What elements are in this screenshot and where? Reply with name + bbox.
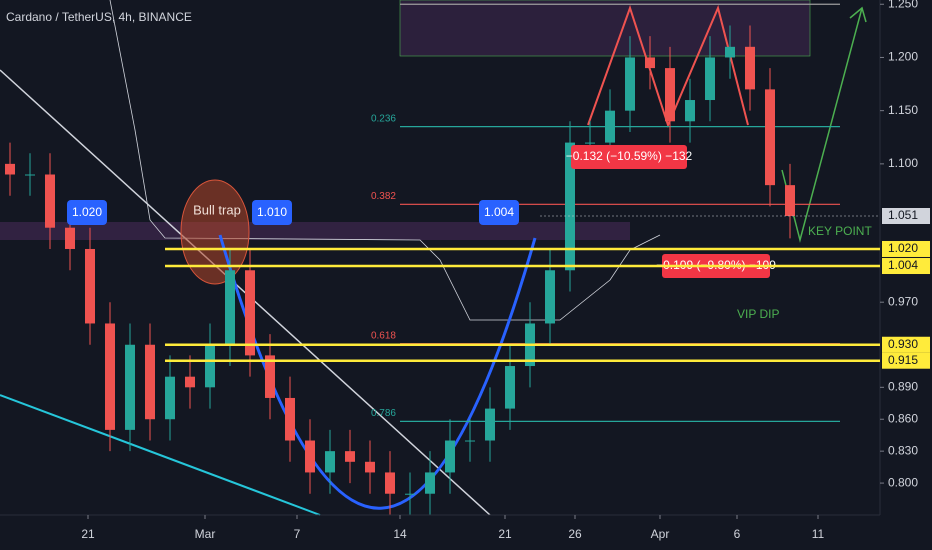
- candle-body: [325, 451, 335, 473]
- candle-body: [625, 57, 635, 111]
- candle-body: [605, 110, 615, 143]
- candle-body: [745, 46, 755, 90]
- x-tick-label: 6: [734, 527, 741, 541]
- candle-body: [5, 163, 15, 175]
- level-badge: [882, 336, 930, 353]
- candle-body: [685, 100, 695, 122]
- y-tick-label: 0.800: [888, 475, 918, 489]
- annotation: KEY POINT: [808, 224, 872, 238]
- candle-body: [145, 344, 155, 420]
- candle-body: [785, 185, 795, 217]
- fib-label: 0.236: [371, 113, 396, 124]
- path-line: [109, 0, 661, 321]
- candle-body: [165, 376, 175, 420]
- candle-body: [425, 472, 435, 494]
- candle-body: [465, 440, 475, 442]
- x-tick-label: 21: [498, 527, 512, 541]
- candle-body: [65, 227, 75, 249]
- fib-label: 0.382: [371, 191, 396, 202]
- fib-label: 0.618: [371, 330, 396, 341]
- label-box: [67, 200, 107, 225]
- candle-body: [585, 142, 595, 144]
- level-label: 1.004: [888, 258, 918, 272]
- level-badge: [882, 352, 930, 369]
- zone: [399, 0, 811, 57]
- y-tick-label: 1.150: [888, 103, 918, 117]
- candle-body: [565, 142, 575, 271]
- candle-body: [265, 355, 275, 398]
- level-badge: [882, 240, 930, 257]
- candle-body: [405, 493, 415, 495]
- candle-body: [705, 57, 715, 101]
- level-label: 0.930: [888, 337, 918, 351]
- candle-body: [365, 461, 375, 473]
- candle-body: [725, 46, 735, 58]
- candle-body: [665, 68, 675, 122]
- chart-title: Cardano / TetherUS, 4h, BINANCE: [6, 10, 192, 24]
- x-tick-label: 14: [393, 527, 407, 541]
- y-tick-label: 1.250: [888, 0, 918, 10]
- candle-body: [285, 397, 295, 441]
- annotation: −0.132 (−10.59%) −132: [566, 149, 693, 163]
- level-label: 0.915: [888, 353, 918, 367]
- candle-body: [85, 248, 95, 324]
- x-tick-label: 7: [294, 527, 301, 541]
- candle-body: [205, 344, 215, 388]
- fib-label: 0: [390, 0, 396, 2]
- candle-body: [45, 174, 55, 228]
- y-tick-label: 0.970: [888, 294, 918, 308]
- arrow-head: [849, 6, 867, 23]
- candle-body: [245, 270, 255, 356]
- candle-body: [125, 344, 135, 430]
- candle-body: [345, 451, 355, 462]
- x-tick-label: 11: [812, 527, 825, 541]
- fib-label: 0.786: [371, 408, 396, 419]
- label-box: [479, 200, 519, 225]
- y-tick-label: 0.890: [888, 379, 918, 393]
- annotation: 1.010: [257, 205, 287, 219]
- candle-body: [105, 323, 115, 430]
- candle-body: [445, 440, 455, 473]
- y-tick-label: 0.830: [888, 443, 918, 457]
- candle-body: [385, 472, 395, 494]
- annotation: VIP DIP: [737, 307, 779, 321]
- candle-body: [485, 408, 495, 441]
- level-label: 1.020: [888, 241, 918, 255]
- y-tick-label: 1.100: [888, 156, 918, 170]
- bull-trap-zone: [180, 179, 250, 285]
- candle-body: [225, 270, 235, 345]
- candle-body: [25, 174, 35, 176]
- trend-line: [0, 394, 321, 516]
- annotation: Bull trap: [193, 202, 241, 217]
- candle-body: [185, 376, 195, 388]
- annotation: 1.004: [484, 205, 514, 219]
- annotation: 1.020: [72, 205, 102, 219]
- level-badge: [882, 208, 930, 225]
- x-tick-label: 21: [81, 527, 95, 541]
- candle-body: [305, 440, 315, 473]
- label-box: [252, 200, 292, 225]
- candle-body: [765, 89, 775, 186]
- y-tick-label: 1.200: [888, 50, 918, 64]
- x-tick-label: 26: [568, 527, 582, 541]
- candle-body: [545, 270, 555, 324]
- level-badge: [882, 258, 930, 275]
- zone: [0, 222, 630, 240]
- level-label: 1.051: [888, 208, 918, 222]
- candle-body: [645, 57, 655, 69]
- candle-body: [505, 366, 515, 409]
- x-tick-label: Mar: [195, 527, 216, 541]
- label-box: [571, 145, 687, 169]
- x-tick-label: Apr: [651, 527, 670, 541]
- y-tick-label: 0.860: [888, 411, 918, 425]
